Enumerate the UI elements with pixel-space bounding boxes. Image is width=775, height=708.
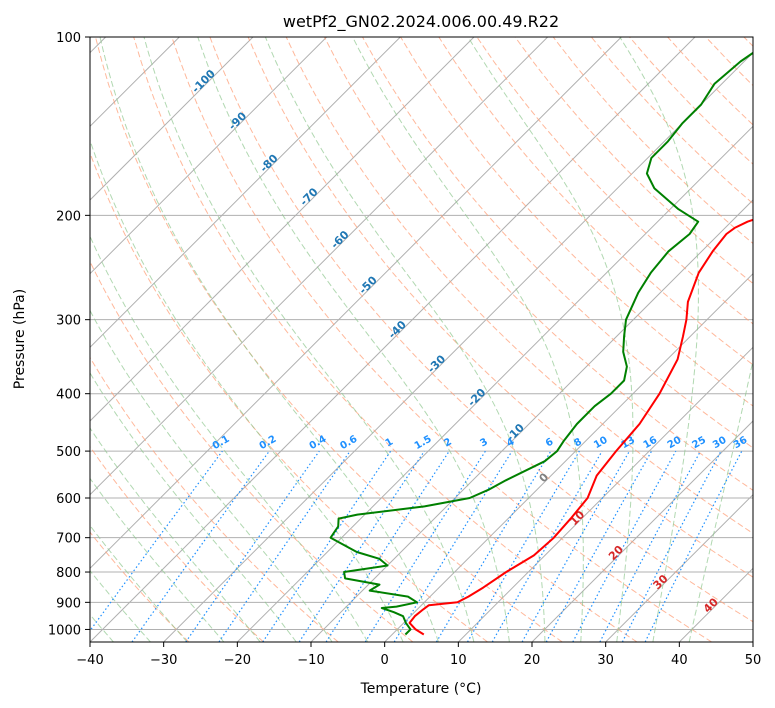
isotherm-line — [605, 493, 753, 642]
moist-adiabat — [197, 37, 510, 642]
dry-adiabat — [514, 37, 753, 285]
x-tick-label: 0 — [381, 653, 389, 668]
mixing-ratio-line — [298, 450, 425, 642]
moist-adiabat — [143, 37, 475, 642]
x-tick-label: 40 — [671, 653, 688, 668]
y-tick-label: 200 — [56, 209, 81, 224]
y-tick-label: 100 — [56, 31, 81, 46]
mixing-ratio-line — [218, 450, 351, 642]
isotherm-line — [90, 37, 622, 570]
mixing-ratio-label: 2 — [442, 436, 454, 449]
mixing-ratio-line — [393, 450, 513, 642]
dry-adiabat — [438, 37, 753, 366]
isotherm-line — [90, 37, 328, 275]
dry-adiabat — [90, 445, 264, 642]
mixing-ratio-line — [262, 450, 392, 642]
dry-adiabat — [285, 37, 753, 535]
y-tick-label: 500 — [56, 445, 81, 460]
isotherm-line — [163, 51, 753, 642]
grid-lines — [90, 37, 753, 642]
isotherm-line — [90, 37, 549, 496]
dry-adiabat — [90, 151, 488, 642]
dry-adiabat — [133, 37, 638, 642]
temperature-line — [408, 218, 753, 636]
dry-adiabat — [247, 37, 753, 578]
isotherm-line — [531, 420, 753, 642]
isotherm-line — [90, 37, 475, 422]
isotherm-line — [457, 346, 753, 642]
isotherm-line — [90, 37, 401, 349]
y-tick-label: 900 — [56, 596, 81, 611]
dewpoint-line — [329, 51, 753, 636]
moist-adiabat — [90, 138, 404, 642]
mixing-ratio-label: 4 — [505, 436, 517, 449]
chart-title: wetPf2_GN02.2024.006.00.49.R22 — [283, 12, 559, 32]
moist-adiabat — [90, 427, 261, 642]
y-tick-label: 800 — [56, 566, 81, 581]
moist-adiabat — [352, 37, 584, 642]
mixing-ratio-label: 8 — [572, 436, 584, 449]
x-tick-label: 30 — [597, 653, 614, 668]
x-tick-label: 20 — [524, 653, 541, 668]
x-tick-label: −20 — [224, 653, 251, 668]
isotherm-line — [90, 37, 254, 201]
mixing-ratio-line — [644, 450, 743, 642]
x-axis: −40 −30 −20 −10 0 10 20 30 40 50 — [76, 642, 761, 668]
y-tick-label: 1000 — [48, 623, 81, 638]
mixing-ratio-label: 1 — [384, 436, 396, 449]
moist-adiabat — [90, 477, 225, 642]
y-axis-label: Pressure (hPa) — [12, 289, 28, 389]
mixing-ratio-line — [521, 450, 631, 642]
moist-adiabat — [688, 357, 753, 642]
profile-series — [329, 51, 753, 636]
plot-frame — [89, 36, 754, 643]
mixing-ratio-line — [185, 450, 320, 642]
moist-adiabat — [90, 371, 297, 642]
thermo-background — [90, 37, 753, 642]
x-tick-label: −40 — [76, 653, 103, 668]
x-tick-label: 50 — [745, 653, 762, 668]
mixing-ratio-lines — [90, 450, 743, 642]
mixing-ratio-line — [325, 450, 450, 642]
x-tick-label: −30 — [150, 653, 177, 668]
mixing-ratio-line — [545, 450, 653, 642]
x-tick-label: 10 — [450, 653, 467, 668]
mixing-ratio-label: 3 — [478, 436, 490, 449]
dry-adiabat — [90, 260, 414, 642]
y-axis: 100 200 300 400 500 600 700 800 900 1000 — [48, 31, 90, 638]
isotherm-line — [384, 272, 753, 642]
mixing-ratio-label: 6 — [544, 436, 556, 449]
moist-adiabat — [90, 524, 188, 642]
x-axis-label: Temperature (°C) — [360, 681, 482, 697]
mixing-ratio-line — [90, 450, 223, 632]
isotherm-line — [90, 37, 696, 642]
y-tick-label: 300 — [56, 314, 81, 329]
plot-area: -100-90-80-70-60-50-40-30-20-10 0.1 0.2 0.… — [90, 37, 753, 642]
moist-adiabat — [90, 235, 369, 642]
dry-adiabat — [95, 37, 563, 642]
y-tick-label: 700 — [56, 532, 81, 547]
y-tick-label: 400 — [56, 388, 81, 403]
dry-adiabat — [171, 37, 712, 642]
dry-adiabat — [90, 356, 339, 642]
dry-adiabat — [400, 37, 753, 407]
dry-adiabat — [90, 531, 190, 642]
moist-adiabat — [99, 37, 439, 642]
x-tick-label: −10 — [297, 653, 324, 668]
mixing-ratio-line — [572, 450, 677, 642]
moist-adiabat — [90, 569, 151, 642]
moist-adiabat — [619, 37, 699, 642]
moist-adiabat — [264, 37, 546, 642]
dry-adiabat — [362, 37, 753, 449]
dry-adiabat — [209, 37, 753, 623]
y-tick-label: 600 — [56, 492, 81, 507]
mixing-ratio-line — [131, 450, 270, 642]
